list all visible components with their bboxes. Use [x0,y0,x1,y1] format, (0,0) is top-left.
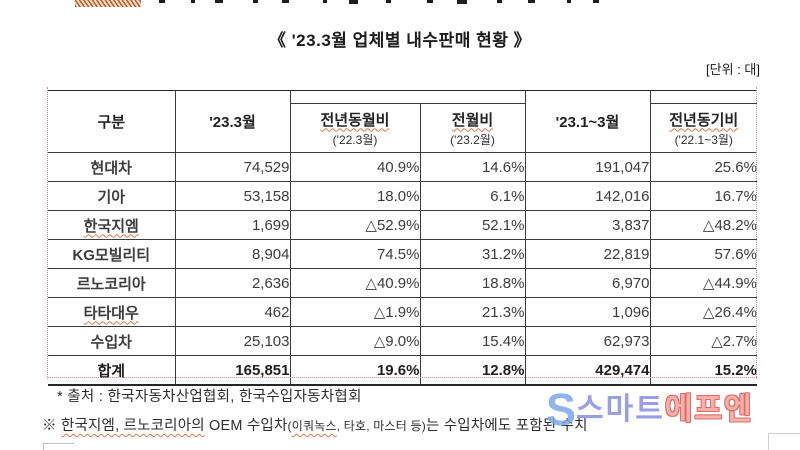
company-name: 수입차 [48,326,176,356]
q1-sales: 142,016 [524,181,651,211]
company-name: 기아 [48,181,176,211]
mar-sales: 462 [174,297,291,327]
guide-line-right [756,87,757,379]
footnote-suffix: 는 수입차에도 포함된 수치 [426,418,588,434]
yoy-q-rate: 25.6% [649,152,757,182]
yoy-q-rate: △2.7% [649,326,757,356]
table-row-tata-daewoo: 타타대우 462 △1.9% 21.3% 1,096 △26.4% [48,297,757,327]
table-row-imports: 수입차 25,103 △9.0% 15.4% 62,973 △2.7% [48,326,757,356]
footnote-paren-rest: , 타호, 마스터 등) [336,419,426,433]
mom-rate: 52.1% [419,210,526,240]
sales-table: 구분 '23.3월 '23.1~3월 전년동월비 ('22.3월) 전월비 ('… [48,90,757,386]
header-cell-month: '23.3월 [174,90,291,153]
footnote-model: 이쿼녹스 [291,419,337,433]
mar-sales: 74,529 [174,152,291,182]
table-row-gm-korea: 한국지엠 1,699 △52.9% 52.1% 3,837 △48.2% [48,210,757,240]
clipped-box-corner-right [768,433,800,450]
q1-sales: 3,837 [524,210,651,240]
mom-rate: 14.6% [419,152,526,182]
guide-line-left [47,87,48,379]
total-mar-sales: 165,851 [174,355,291,386]
guide-line-bottom [48,377,757,378]
footnote-source: * 출처 : 한국자동차산업협회, 한국수입자동차협회 [57,389,362,405]
company-name: 르노코리아 [48,268,176,298]
yoy-q-rate: △48.2% [649,210,757,240]
yoy-rate: 74.5% [289,239,421,269]
yoy-rate: 18.0% [289,181,421,211]
header-cell-mom: 전월비 ('23.2월) [419,103,526,153]
company-name-text: 타타대우 [83,304,139,322]
total-q1-sales: 429,474 [524,355,651,386]
header-category-label: 구분 [97,114,126,131]
table-header-strip-row: 구분 '23.3월 '23.1~3월 [48,90,757,153]
q1-sales: 22,819 [524,239,651,269]
company-name: 한국지엠 [48,210,176,240]
header-yoy-label: 전년동월비 [320,111,390,129]
table-row-hyundai: 현대차 74,529 40.9% 14.6% 191,047 25.6% [48,152,757,182]
table-row-kg-mobility: KG모빌리티 8,904 74.5% 31.2% 22,819 57.6% [48,239,757,269]
total-mom-rate: 12.8% [419,355,526,386]
header-q1-label: '23.1~3월 [555,114,620,131]
table-header-label-row: 전년동월비 ('22.3월) 전월비 ('23.2월) 전년동기비 ('22.1… [48,103,757,153]
footnote-companies: 한국지엠, 르노코리아의 [60,418,205,434]
mom-rate: 21.3% [419,297,526,327]
mom-rate: 31.2% [419,239,526,269]
footnote-paren-open: ( [287,419,292,433]
header-cell-yoy: 전년동월비 ('22.3월) [290,103,421,153]
header-cell-q1: '23.1~3월 [524,90,651,153]
header-yoy-q-label: 전년동기비 [669,111,739,129]
highlight-hatch-remnant [75,0,141,7]
header-strip-yoy-q [649,90,757,104]
mar-sales: 8,904 [174,239,291,269]
header-cell-category: 구분 [48,90,176,153]
mar-sales: 1,699 [174,210,291,240]
total-yoy-rate: 19.6% [289,355,421,386]
watermark-smart-text: 스마트 [576,393,665,426]
footnote-marker: ※ [42,418,61,434]
mar-sales: 53,158 [174,181,291,211]
q1-sales: 62,973 [524,326,651,356]
unit-label: [단위 : 대] [706,62,760,77]
mom-rate: 15.4% [419,326,526,356]
mar-sales: 25,103 [174,326,291,356]
total-label: 합계 [48,355,176,386]
sales-table-container: 구분 '23.3월 '23.1~3월 전년동월비 ('22.3월) 전월비 ('… [48,90,757,386]
yoy-q-rate: △44.9% [649,268,757,298]
total-yoy-q-rate: 15.2% [649,355,757,386]
yoy-rate: △40.9% [289,268,421,298]
table-row-total: 합계 165,851 19.6% 12.8% 429,474 15.2% [48,355,757,386]
header-yoy-q-sublabel: ('22.1~3월) [674,132,733,147]
q1-sales: 1,096 [524,297,651,327]
yoy-q-rate: 16.7% [649,181,757,211]
yoy-rate: △1.9% [289,297,421,327]
clipped-text-remnant [75,0,599,9]
header-mom-sublabel: ('23.2월) [450,132,495,147]
company-name-text: 한국지엠 [83,217,139,235]
footnote-oem-note: ※ 한국지엠, 르노코리아의 OEM 수입차(이쿼녹스, 타호, 마스터 등)는… [42,414,588,435]
header-yoy-sublabel: ('22.3월) [332,132,378,147]
yoy-rate: 40.9% [289,152,421,182]
q1-sales: 191,047 [524,152,651,182]
company-name: KG모빌리티 [48,239,176,269]
yoy-q-rate: 57.6% [649,239,757,269]
company-name: 현대차 [48,152,176,182]
header-strip-yoy-mom [289,90,526,104]
table-row-renault-korea: 르노코리아 2,636 △40.9% 18.8% 6,970 △44.9% [48,268,757,298]
table-row-kia: 기아 53,158 18.0% 6.1% 142,016 16.7% [48,181,757,211]
header-cell-yoy-q: 전년동기비 ('22.1~3월) [649,103,757,153]
yoy-q-rate: △26.4% [649,297,757,327]
yoy-rate: △52.9% [289,210,421,240]
yoy-rate: △9.0% [289,326,421,356]
mom-rate: 18.8% [419,268,526,298]
footnote-mid: OEM 수입차 [204,418,288,434]
header-mom-label: 전월비 [451,111,494,129]
page-title: 《 '23.3월 업체별 내수판매 현황 》 [268,31,532,50]
mar-sales: 2,636 [174,268,291,298]
company-name: 타타대우 [48,297,176,327]
mom-rate: 6.1% [419,181,526,211]
header-month-label: '23.3월 [209,114,256,131]
q1-sales: 6,970 [524,268,651,298]
watermark-fn-text: 에프엔 [664,393,754,426]
